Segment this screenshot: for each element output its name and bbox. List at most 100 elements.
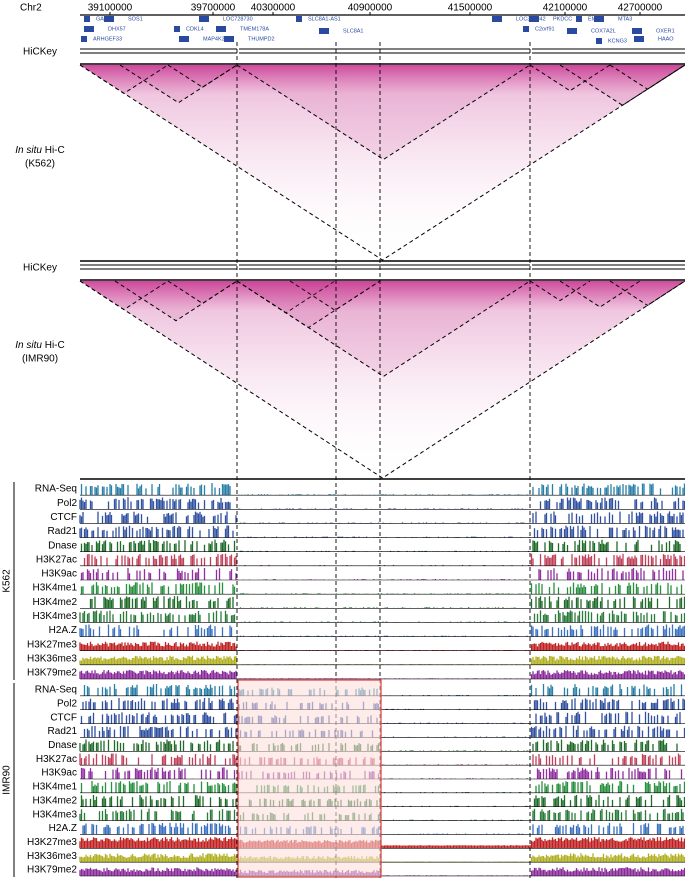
domain-outline: [79, 64, 685, 261]
signal: [89, 596, 685, 609]
signal: [79, 670, 685, 679]
domain-fill: [80, 65, 168, 94]
method-italic: In situ: [15, 340, 42, 351]
hickey-label: HiCKey: [23, 263, 57, 274]
track-label: CTCF: [50, 712, 77, 723]
signal: [79, 753, 685, 766]
signal: [79, 867, 685, 876]
gene-label: HAAO: [658, 36, 674, 42]
method: Hi-C: [45, 145, 65, 156]
group-label: IMR90: [2, 765, 13, 795]
track-label: Rad21: [48, 726, 78, 737]
gene-body: [594, 16, 604, 22]
track-label: Dnase: [48, 540, 77, 551]
heatmap: [80, 65, 685, 260]
gene-label: TMEM178A: [240, 26, 269, 32]
track-label: H3K36me3: [27, 653, 77, 664]
track-label: Dnase: [48, 740, 77, 751]
gene-body: [567, 28, 577, 34]
track-label: H2A.Z: [49, 625, 77, 636]
domain-fill: [237, 281, 335, 313]
gene-label: OXER1: [656, 28, 675, 34]
track-label: H3K27ac: [36, 554, 77, 565]
track-label: H3K9ac: [41, 768, 77, 779]
position-label: 42100000: [543, 3, 588, 14]
domain-fill: [237, 281, 530, 377]
domain-outline: [236, 280, 531, 378]
signal: [82, 822, 684, 835]
signal: [80, 767, 685, 779]
signal: [79, 525, 684, 538]
position-label: 40300000: [251, 3, 296, 14]
gene-label: SOS1: [128, 16, 143, 22]
track-label: RNA-Seq: [35, 484, 77, 495]
signal: [79, 610, 685, 623]
signal: [80, 794, 685, 807]
gene-label: LOC728730: [223, 16, 253, 22]
gene-body: [529, 16, 539, 22]
track-label: H3K79me2: [27, 865, 77, 876]
signal: [80, 582, 683, 595]
track-label: H2A.Z: [49, 823, 77, 834]
gene-body: [319, 28, 329, 34]
gene-label: SLC8A1: [343, 28, 364, 34]
gene-body: [84, 16, 90, 22]
track-label: CTCF: [50, 512, 77, 523]
gene-body: [523, 26, 529, 32]
signal: [80, 539, 681, 552]
gene-label: COX7A2L: [591, 28, 616, 34]
domain-fill: [530, 281, 590, 301]
domain-outline: [289, 280, 381, 311]
gene-label: KCNG3: [608, 38, 627, 44]
position-label: 39700000: [191, 3, 236, 14]
domain-outline: [559, 64, 685, 106]
position-label: 42700000: [618, 3, 663, 14]
hic-cell: (IMR90): [22, 354, 58, 365]
domain-fill: [115, 281, 237, 321]
hickey-label: HiCKey: [23, 47, 57, 58]
track-label: H3K27me3: [27, 837, 77, 848]
gene-label: MTA3: [618, 16, 632, 22]
gene-body: [81, 36, 87, 42]
signal: [83, 725, 685, 738]
gene-body: [179, 36, 189, 42]
track-label: Pol2: [57, 698, 77, 709]
track-label: H3K79me2: [27, 668, 77, 679]
gene-body: [596, 38, 602, 44]
signal: [83, 683, 683, 696]
hic-label: In situ Hi-C: [15, 340, 64, 351]
track-label: H3K4me2: [33, 597, 78, 608]
method: Hi-C: [45, 340, 65, 351]
domain-fill: [237, 281, 380, 328]
hic-cell: (K562): [25, 159, 55, 170]
domain-fill: [530, 65, 610, 91]
domain-fill: [80, 281, 168, 310]
track-label: H3K9ac: [41, 569, 77, 580]
hic-label: In situ Hi-C: [15, 145, 64, 156]
position-label: 39100000: [88, 3, 133, 14]
track-label: H3K4me1: [33, 782, 78, 793]
gene-body: [84, 26, 94, 32]
gene-body: [224, 36, 234, 42]
group-label: K562: [2, 569, 13, 593]
gene-body: [216, 26, 226, 32]
signal: [79, 497, 685, 510]
signal: [79, 511, 684, 524]
gene-body: [104, 16, 114, 22]
domain-outline: [79, 280, 685, 479]
gene-label: PKDCC: [553, 16, 572, 22]
method-italic: In situ: [15, 145, 42, 156]
gene-body: [576, 16, 582, 22]
domain-fill: [610, 281, 685, 306]
track-label: H3K27ac: [36, 754, 77, 765]
track-label: H3K4me3: [33, 809, 78, 820]
domain-outline: [559, 280, 641, 308]
track-label: Rad21: [48, 526, 78, 537]
signal: [79, 836, 685, 849]
track-label: Pol2: [57, 498, 77, 509]
track-label: H3K27me3: [27, 639, 77, 650]
gene-label: MAP4K3: [203, 36, 225, 42]
domain-fill: [610, 65, 685, 90]
domain-outline: [236, 64, 531, 161]
